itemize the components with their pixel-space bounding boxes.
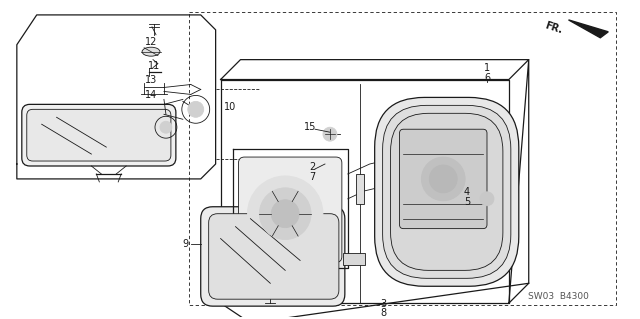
Text: 2: 2 — [309, 162, 315, 172]
Ellipse shape — [142, 47, 160, 56]
Bar — [343, 254, 365, 265]
Polygon shape — [568, 20, 608, 38]
Text: 8: 8 — [381, 308, 387, 318]
Text: 9: 9 — [183, 239, 189, 249]
FancyBboxPatch shape — [239, 157, 342, 263]
Circle shape — [248, 176, 323, 251]
Circle shape — [188, 101, 204, 117]
Text: SW03  B4300: SW03 B4300 — [528, 292, 589, 301]
Text: 4: 4 — [464, 187, 470, 197]
Text: 10: 10 — [225, 102, 237, 112]
Text: 11: 11 — [148, 61, 160, 70]
Text: 13: 13 — [145, 75, 157, 85]
FancyBboxPatch shape — [383, 105, 511, 278]
Text: 14: 14 — [145, 90, 157, 100]
FancyBboxPatch shape — [390, 113, 503, 271]
Text: FR.: FR. — [543, 20, 564, 35]
FancyBboxPatch shape — [399, 129, 487, 229]
Bar — [248, 271, 284, 285]
FancyBboxPatch shape — [209, 214, 339, 299]
Text: 12: 12 — [145, 37, 157, 47]
Text: 15: 15 — [304, 122, 316, 132]
Bar — [189, 12, 616, 305]
FancyBboxPatch shape — [201, 207, 345, 306]
FancyBboxPatch shape — [27, 109, 171, 161]
Circle shape — [429, 165, 457, 193]
FancyBboxPatch shape — [374, 97, 519, 286]
Circle shape — [160, 121, 172, 133]
FancyBboxPatch shape — [22, 104, 176, 166]
Text: 7: 7 — [309, 172, 315, 182]
Text: 6: 6 — [484, 72, 490, 83]
Text: 3: 3 — [381, 299, 387, 309]
Circle shape — [271, 200, 299, 228]
Circle shape — [421, 157, 465, 201]
Bar — [356, 174, 364, 204]
Text: 5: 5 — [464, 197, 470, 207]
Bar — [429, 147, 457, 187]
Text: 1: 1 — [484, 63, 490, 73]
Circle shape — [323, 127, 337, 141]
Circle shape — [480, 192, 494, 206]
Circle shape — [259, 188, 311, 240]
